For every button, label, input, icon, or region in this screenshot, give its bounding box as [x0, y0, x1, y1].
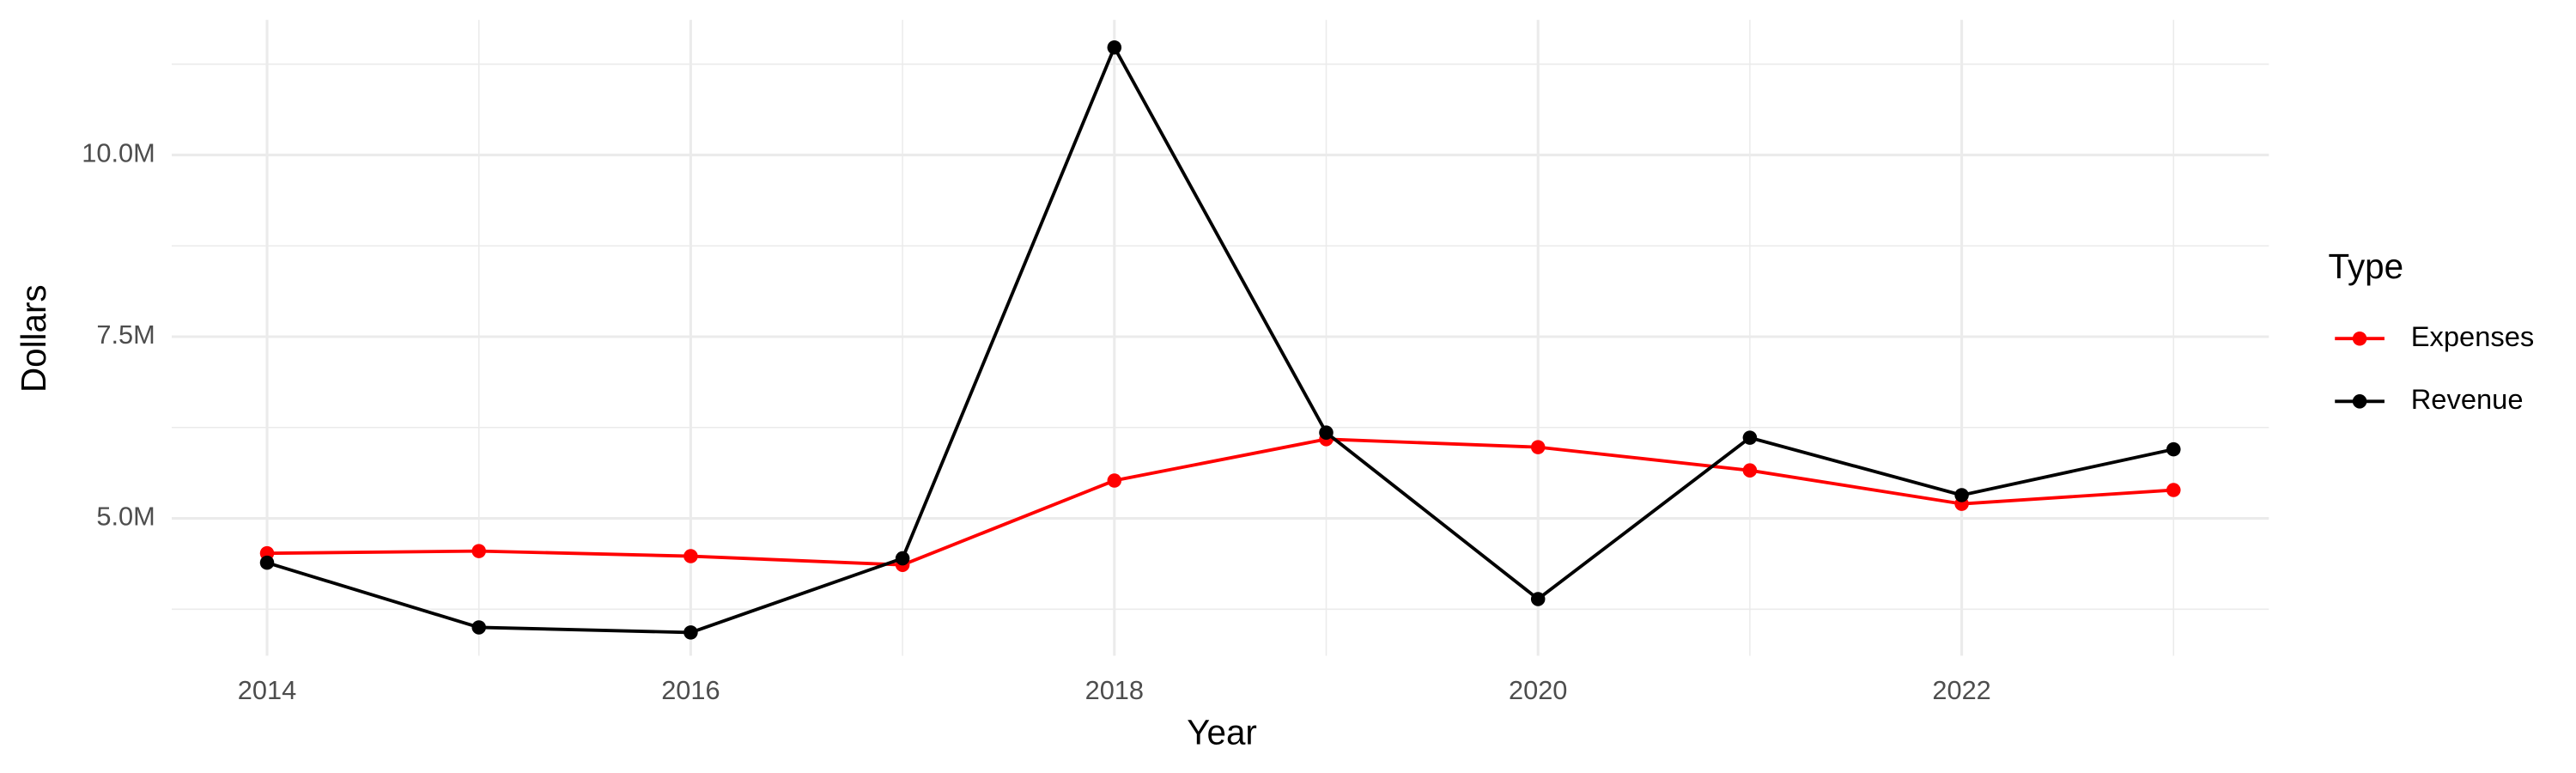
legend-marker — [2352, 394, 2367, 409]
y-axis-title: Dollars — [14, 284, 53, 393]
data-point — [1319, 425, 1334, 440]
data-point — [1107, 40, 1122, 55]
series-line — [266, 43, 2174, 635]
data-point — [1742, 430, 1758, 445]
data-point — [1530, 592, 1546, 606]
legend-label: Revenue — [2411, 383, 2524, 415]
data-point — [2166, 483, 2181, 497]
legend-label: Expenses — [2411, 320, 2535, 352]
data-point — [1954, 488, 1969, 502]
x-tick-label: 2020 — [1509, 675, 1567, 705]
data-point — [1107, 473, 1122, 488]
legend-marker — [2352, 331, 2367, 346]
data-point — [259, 555, 275, 570]
y-tick-label: 7.5M — [96, 320, 155, 350]
legend-title: Type — [2329, 247, 2404, 286]
data-point — [683, 625, 698, 640]
series-line — [266, 437, 2174, 567]
data-point — [1530, 440, 1546, 454]
x-tick-label: 2018 — [1085, 675, 1144, 705]
data-point — [471, 544, 486, 558]
data-point — [471, 620, 486, 635]
y-tick-label: 5.0M — [96, 502, 155, 532]
x-axis-title: Year — [1187, 712, 1257, 752]
data-point — [895, 551, 910, 566]
x-tick-label: 2022 — [1932, 675, 1990, 705]
x-tick-label: 2016 — [661, 675, 720, 705]
data-point — [2166, 441, 2181, 457]
y-tick-label: 10.0M — [82, 138, 155, 168]
data-point — [1742, 463, 1758, 478]
data-point — [683, 549, 698, 563]
x-tick-label: 2014 — [238, 675, 296, 705]
